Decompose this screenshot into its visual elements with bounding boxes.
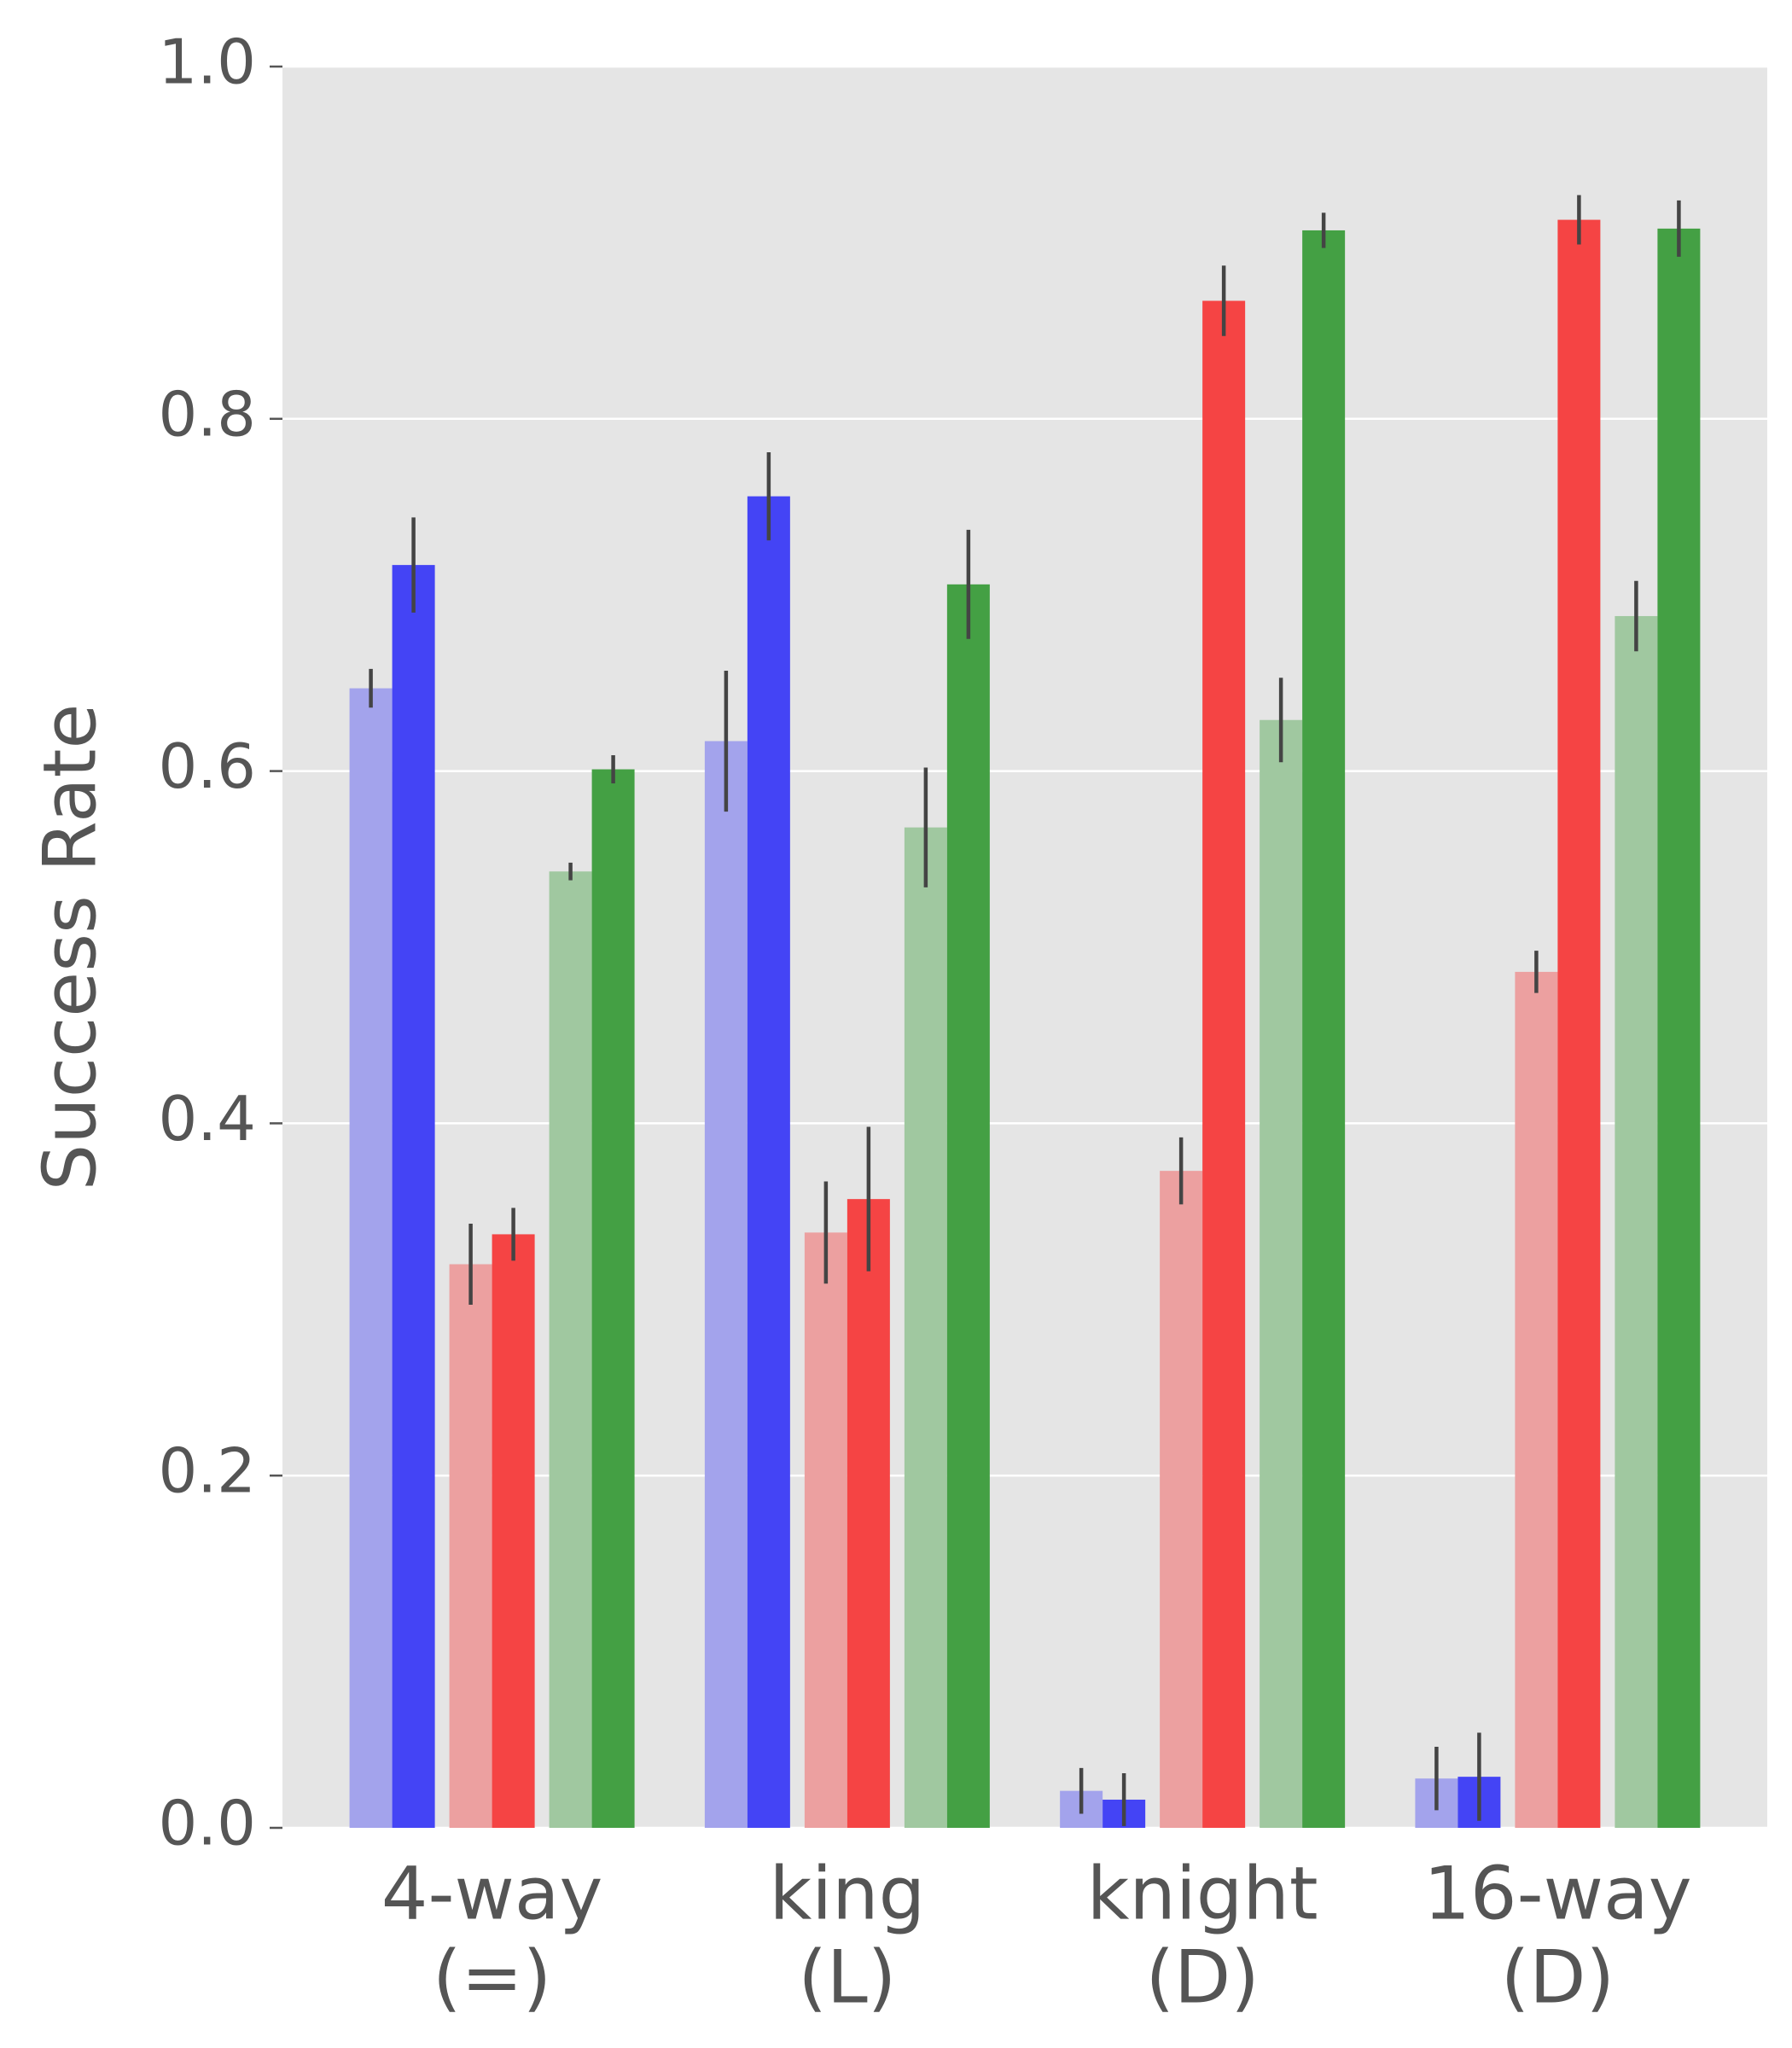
- bar: [449, 1264, 492, 1828]
- bar: [1657, 228, 1701, 1829]
- x-tick-label: 16-way: [1423, 1851, 1691, 1936]
- bar: [847, 1199, 890, 1828]
- x-tick-label: (L): [798, 1935, 896, 2020]
- bar: [1160, 1171, 1203, 1828]
- bar: [747, 496, 790, 1829]
- bar: [1515, 971, 1558, 1828]
- y-tick-label: 0.4: [158, 1083, 256, 1155]
- y-tick-label: 0.2: [158, 1435, 256, 1507]
- bar: [1615, 615, 1658, 1828]
- x-tick-label: (=): [433, 1935, 551, 2020]
- bar: [549, 871, 592, 1828]
- x-tick-label: king: [769, 1851, 925, 1936]
- bar: [349, 688, 393, 1828]
- y-tick-label: 0.0: [158, 1788, 256, 1859]
- x-tick-label: (D): [1145, 1935, 1259, 2020]
- x-tick-label: (D): [1501, 1935, 1615, 2020]
- bar: [1302, 230, 1346, 1828]
- bar: [946, 584, 990, 1829]
- bar: [492, 1234, 535, 1828]
- x-tick-label: 4-way: [381, 1851, 603, 1936]
- y-axis-label: Success Rate: [27, 704, 113, 1191]
- bar: [1202, 300, 1246, 1829]
- y-tick-label: 0.6: [158, 730, 256, 802]
- bar: [1260, 719, 1303, 1828]
- bar: [704, 741, 748, 1829]
- bar: [904, 827, 947, 1829]
- bar: [1557, 219, 1601, 1828]
- x-tick-label: knight: [1087, 1851, 1318, 1936]
- bar: [804, 1232, 847, 1828]
- bar: [591, 769, 635, 1828]
- y-tick-label: 0.8: [158, 378, 256, 450]
- bar: [392, 565, 435, 1828]
- y-tick-label: 1.0: [158, 26, 256, 98]
